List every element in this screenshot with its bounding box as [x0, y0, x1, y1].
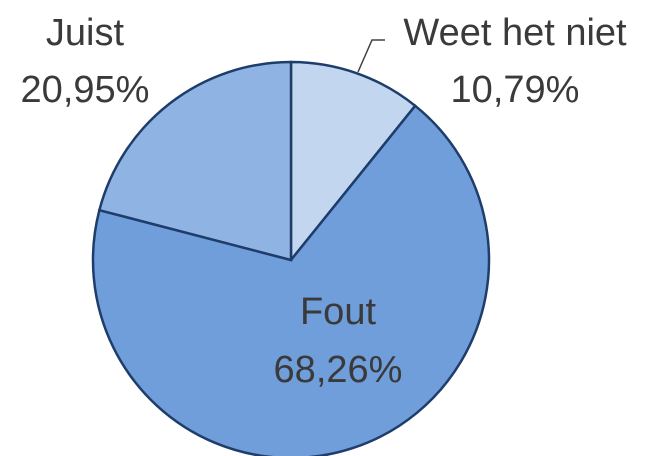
pie-slice [289, 60, 417, 264]
pie-slice [97, 60, 293, 262]
category-label: Juist [46, 12, 125, 54]
leader-line [357, 39, 385, 73]
pie-slice [91, 104, 491, 456]
value-label: 20,95% [21, 69, 150, 111]
value-label: 68,26% [274, 349, 403, 391]
value-label: 10,79% [451, 69, 580, 111]
category-label: Weet het niet [403, 12, 627, 54]
category-label: Fout [300, 291, 376, 333]
